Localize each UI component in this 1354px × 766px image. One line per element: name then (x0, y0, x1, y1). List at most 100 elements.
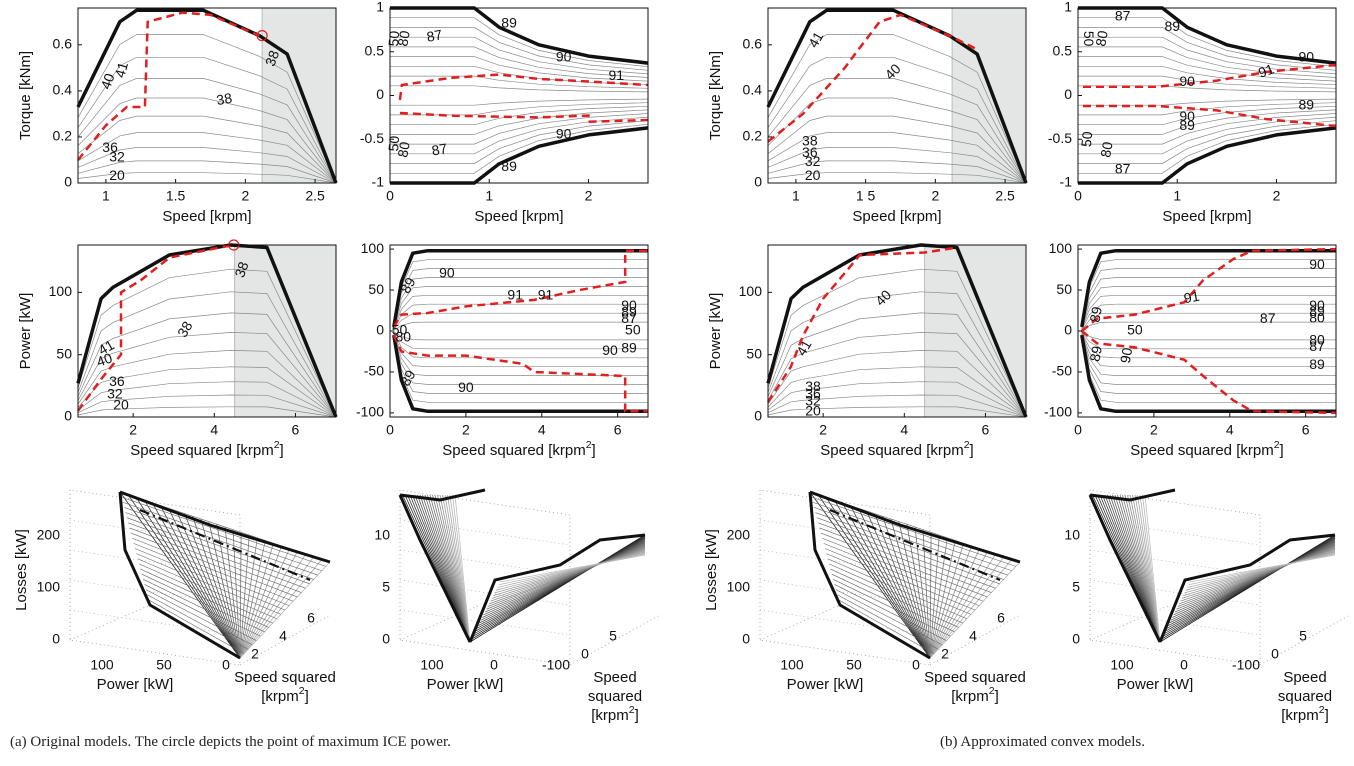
optimal-curve-dashed (1083, 63, 1337, 88)
surface-mesh-line (818, 522, 996, 589)
z-tick-label: 0 (52, 631, 60, 647)
contour-line (390, 109, 649, 135)
contour-label: 90 (1179, 73, 1195, 89)
x-tick-label: 100 (1110, 657, 1134, 673)
grid-line (399, 609, 571, 636)
x-tick-label: 1 5 (856, 188, 876, 204)
grid-back (399, 489, 571, 666)
surface-mesh-line (1129, 494, 1161, 643)
chart-b-loss-engine: 0 100 200 Losses [kW] 100 50 0 Power [kW] 2 4 6 Spe… (703, 489, 1026, 705)
z-tick-label: 5 (382, 579, 390, 595)
y-tick-label: 0.5 (1053, 42, 1073, 58)
y-tick-label: 100 (739, 283, 763, 299)
y-axis-label: Speed squared (234, 669, 336, 686)
contour-label: 89 (1309, 303, 1325, 319)
y-tick-label: 50 (56, 345, 72, 361)
surface-mesh-line (239, 540, 266, 659)
surface-mesh-line (1167, 540, 1336, 626)
grid-floor (759, 604, 841, 641)
surface-mesh-line (499, 554, 646, 583)
surface-mesh-line (812, 501, 1012, 572)
contour-label: 80 (394, 29, 412, 47)
contour-label: 87 (621, 310, 637, 326)
z-tick-label: 200 (37, 527, 61, 543)
surface-mesh-line (819, 527, 992, 593)
contour-label: 90 (1309, 256, 1325, 272)
surface-mesh-line (145, 589, 253, 646)
x-tick-label: 2 (1273, 188, 1281, 204)
contour-line (767, 332, 1027, 418)
contour-line (390, 102, 649, 116)
contour-line (77, 160, 337, 184)
surface-mesh-line (239, 543, 274, 659)
surface-edge (119, 490, 331, 564)
grid-line (759, 579, 931, 606)
contour-line (1081, 312, 1336, 331)
surface-mesh-line (482, 542, 646, 618)
surface-mesh-line (929, 543, 964, 659)
surface-mesh-line (135, 497, 241, 659)
contour-label: 50 (392, 322, 408, 338)
surface-mesh-line (160, 505, 241, 659)
surface-mesh-line (1137, 494, 1161, 643)
x-axis-label: Power [kW] (787, 676, 864, 693)
surface-mesh-line (434, 494, 471, 643)
contour-label: 90 (439, 264, 455, 280)
x-tick-label: 0 (386, 188, 394, 204)
contour-label: 38 (805, 378, 821, 394)
contour-line (1081, 294, 1336, 330)
surface-edge (1158, 533, 1336, 643)
contour-label: 80 (1309, 332, 1325, 348)
contour-line (77, 332, 337, 418)
y-tick-label: 0 (1064, 322, 1072, 338)
contour-label: 91 (1256, 60, 1276, 80)
y-tick-label: 0 (376, 86, 384, 102)
contour-line (77, 34, 337, 184)
shaded-region (924, 245, 1026, 417)
x-tick-label: 2 (585, 188, 593, 204)
x-tick-label: 1 (102, 188, 110, 204)
contour-label: 50 (1081, 31, 1097, 47)
optimal-curve-dashed (766, 246, 958, 403)
surface-edge (809, 490, 1021, 564)
contour-label: 90 (1179, 108, 1195, 124)
contour-line (1078, 109, 1337, 135)
surface-edge (468, 533, 646, 643)
grid-line (69, 519, 241, 546)
y-tick-label: 5 (609, 628, 617, 644)
y-axis-label: Torque [kNm] (707, 51, 724, 140)
contour-label: 41 (112, 60, 132, 79)
surface-mesh-line (828, 563, 963, 624)
contour-label: 38 (231, 259, 251, 279)
grid-floor (69, 604, 151, 641)
contour-line (390, 46, 649, 78)
surface-mesh-line (929, 535, 940, 659)
surface-mesh-line (119, 491, 241, 659)
contour-label: 20 (805, 167, 821, 183)
surface-mesh-line (128, 522, 306, 589)
optimal-curve-dashed (1081, 247, 1337, 332)
contour-label: 90 (1309, 297, 1325, 313)
contour-line (390, 116, 649, 155)
grid-line (1089, 609, 1261, 636)
contour-line (390, 36, 649, 75)
surface-mesh-line (1139, 494, 1161, 643)
y-tick-label: 100 (1049, 240, 1073, 256)
contour-label: 36 (805, 385, 821, 401)
surface-mesh-line (1114, 494, 1161, 643)
y-axis-label: [krpm2] (951, 685, 999, 705)
contour-line (767, 34, 1027, 184)
surface-mesh-line (1132, 494, 1161, 643)
surface-mesh-line (824, 548, 976, 611)
contour-line (393, 332, 648, 359)
contour-label: 20 (805, 403, 821, 419)
surface-mesh-line (122, 501, 322, 572)
surface-mesh-line (1144, 494, 1161, 643)
x-tick-label: 6 (982, 422, 990, 438)
contour-label: 89 (1179, 117, 1195, 133)
